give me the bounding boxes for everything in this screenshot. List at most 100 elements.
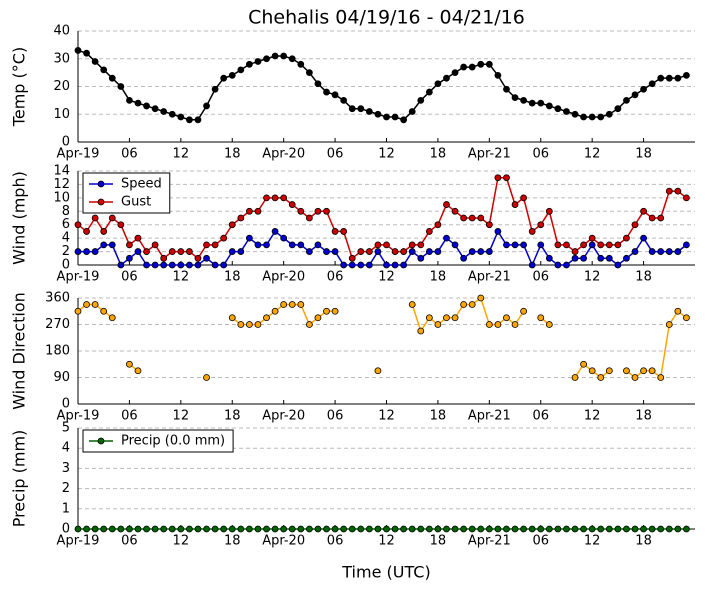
data-point (503, 241, 510, 249)
x-tick-label: Apr-21 (468, 270, 511, 285)
data-point (211, 261, 219, 269)
data-point (674, 525, 682, 533)
data-point (305, 321, 313, 328)
x-tick-label: 12 (173, 534, 190, 549)
y-tick-label: 40 (53, 24, 70, 39)
x-tick-label: 12 (378, 270, 395, 285)
data-point (160, 108, 168, 115)
legend-box (82, 172, 171, 214)
data-point (237, 321, 245, 328)
x-tick-label: Apr-21 (468, 534, 511, 549)
data-point (280, 301, 288, 308)
data-point (314, 525, 322, 533)
x-tick-label: 18 (430, 534, 447, 549)
data-point (211, 241, 219, 249)
y-tick-label: 5 (62, 421, 70, 436)
data-point (323, 248, 330, 255)
y-axis-label: Precip (mm) (10, 430, 29, 528)
legend-marker (97, 437, 105, 445)
data-point (331, 91, 339, 99)
x-tick-label: Apr-19 (57, 270, 100, 285)
data-point (228, 314, 236, 322)
data-point (126, 360, 133, 368)
x-tick-label: 06 (532, 409, 549, 424)
data-point (237, 525, 245, 533)
data-point (623, 96, 630, 104)
data-point (640, 367, 647, 375)
data-point (443, 234, 450, 242)
y-tick-label: 1 (62, 501, 70, 516)
data-point (408, 301, 416, 308)
series-line (77, 49, 687, 121)
data-point (485, 321, 493, 328)
data-point (357, 105, 365, 113)
data-point (605, 525, 613, 533)
data-point (288, 525, 296, 533)
data-point (460, 254, 468, 262)
data-point (305, 69, 313, 77)
data-point (391, 261, 399, 269)
data-point (91, 58, 99, 65)
data-point (168, 525, 176, 533)
data-point (211, 525, 219, 533)
data-point (563, 525, 570, 533)
data-point (177, 525, 185, 533)
data-point (340, 228, 348, 235)
y-tick-label: 4 (62, 441, 70, 456)
legend-label: Speed (121, 177, 162, 192)
data-point (400, 525, 408, 533)
data-point (674, 248, 682, 255)
y-tick-label: 3 (62, 461, 70, 476)
data-point (331, 307, 339, 315)
chart-title: Chehalis 04/19/16 - 04/21/16 (248, 7, 525, 29)
data-point (83, 525, 90, 533)
x-tick-label: 18 (635, 409, 652, 424)
data-point (160, 254, 168, 262)
data-point (623, 254, 630, 262)
data-point (237, 248, 245, 255)
x-tick-label: 06 (327, 270, 344, 285)
data-point (665, 525, 673, 533)
data-point (460, 301, 468, 308)
data-point (228, 72, 236, 79)
data-point (211, 85, 219, 93)
data-point (83, 49, 90, 57)
data-point (640, 234, 647, 242)
data-point (580, 360, 587, 368)
data-point (100, 66, 108, 74)
y-axis-label: Temp (°C) (10, 47, 29, 127)
x-tick-label: 12 (173, 270, 190, 285)
data-point (545, 321, 553, 328)
data-point (665, 74, 673, 82)
data-point (468, 525, 476, 533)
data-point (108, 525, 116, 533)
data-point (391, 248, 399, 255)
x-tick-label: 12 (173, 147, 190, 162)
data-point (186, 116, 193, 124)
x-tick-label: 12 (584, 270, 601, 285)
data-point (100, 525, 108, 533)
y-tick-label: 2 (62, 244, 70, 259)
x-tick-label: 06 (121, 409, 138, 424)
data-point (443, 314, 450, 322)
data-point (374, 248, 382, 255)
data-point (554, 261, 562, 269)
data-point (545, 525, 553, 533)
x-tick-label: 18 (430, 147, 447, 162)
x-tick-label: 06 (327, 409, 344, 424)
data-point (194, 116, 202, 124)
data-point (657, 74, 665, 82)
data-point (271, 228, 279, 235)
data-point (348, 105, 356, 113)
data-point (263, 525, 270, 533)
data-point (640, 85, 647, 93)
data-point (340, 525, 348, 533)
x-tick-label: 12 (584, 534, 601, 549)
data-point (117, 261, 125, 269)
data-point (374, 241, 382, 249)
x-tick-label: 18 (224, 534, 241, 549)
data-point (91, 214, 99, 222)
data-point (348, 254, 356, 262)
data-point (451, 69, 459, 77)
